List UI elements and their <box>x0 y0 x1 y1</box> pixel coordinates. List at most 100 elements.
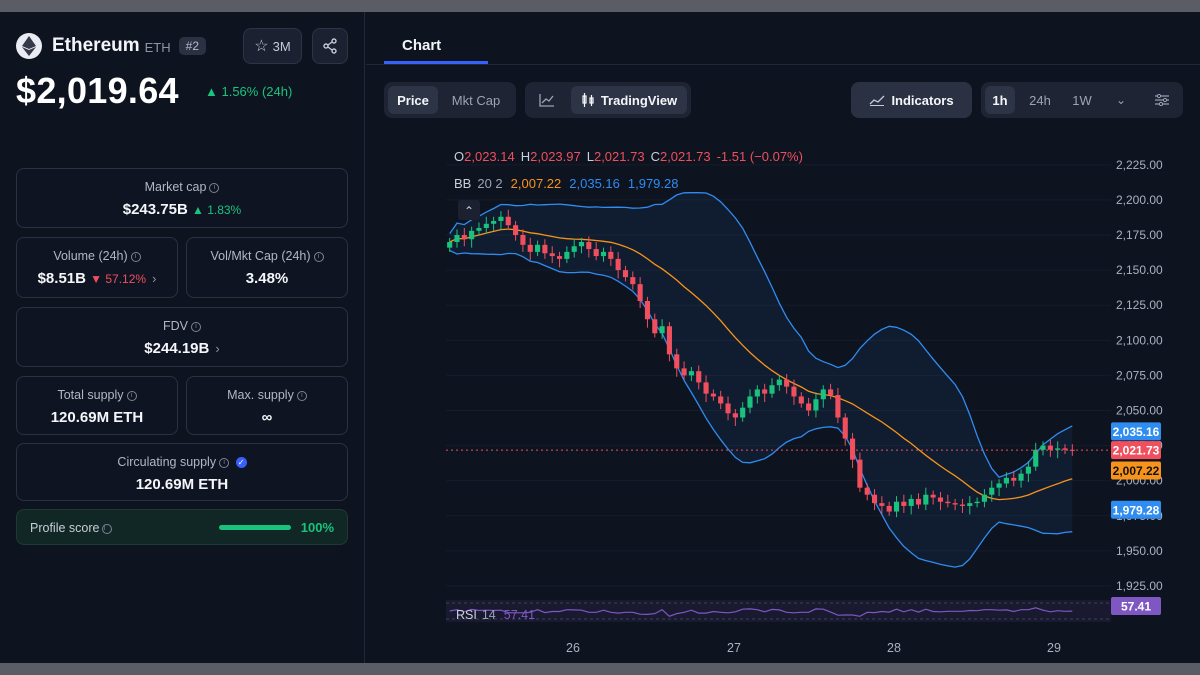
candle <box>879 496 885 515</box>
coin-sidebar: Ethereum ETH #2 ☆ 3M $2,019.64 ▲ 1.56% (… <box>0 12 365 663</box>
candle <box>696 365 702 390</box>
fdv-value: $244.19B <box>144 340 210 357</box>
coin-name: Ethereum <box>52 35 140 56</box>
watchlist-button[interactable]: ☆ 3M <box>243 28 302 64</box>
timeframe-dropdown[interactable]: ⌄ <box>1107 86 1135 114</box>
info-icon[interactable]: i <box>313 251 324 262</box>
timeframe-24h[interactable]: 24h <box>1029 92 1051 108</box>
info-icon[interactable]: i <box>219 457 230 468</box>
profile-score-label: Profile score <box>30 521 100 535</box>
volume-value-row: $8.51B ▼ 57.12% › <box>17 270 177 287</box>
bb-lower-value: 1,979.28 <box>628 176 679 191</box>
volume-card[interactable]: Volume (24h) i $8.51B ▼ 57.12% › <box>16 237 178 298</box>
line-chart-button[interactable] <box>529 86 565 114</box>
profile-score-row[interactable]: Profile score i 100% <box>16 509 348 545</box>
info-icon[interactable]: i <box>126 390 137 401</box>
candle <box>725 396 731 421</box>
y-tick-label: 2,200.00 <box>1116 193 1163 207</box>
market-cap-label: Market cap <box>144 180 207 194</box>
candle <box>989 480 995 502</box>
fdv-label-row: FDV i <box>17 319 347 333</box>
verified-icon: ✓ <box>235 457 247 469</box>
indicators-label: Indicators <box>891 92 954 108</box>
indicators-button[interactable]: Indicators <box>851 82 972 118</box>
candle <box>659 319 665 339</box>
candle <box>483 216 489 234</box>
candle <box>666 322 672 362</box>
volume-label: Volume (24h) <box>53 249 128 263</box>
line-chart-icon <box>539 94 554 107</box>
ohlc-close: 2,021.73 <box>660 149 711 164</box>
candle <box>945 494 951 508</box>
circulating-label-row: Circulating supply i ✓ <box>17 455 347 469</box>
fdv-card[interactable]: FDV i $244.19B › <box>16 307 348 367</box>
svg-text:1,979.28: 1,979.28 <box>1113 503 1160 517</box>
info-icon[interactable]: i <box>102 523 113 534</box>
chevron-right-icon: › <box>215 341 220 356</box>
tradingview-button[interactable]: TradingView <box>571 86 687 114</box>
candle <box>952 498 958 511</box>
share-button[interactable] <box>312 28 348 64</box>
sliders-icon <box>1155 94 1169 106</box>
candle <box>798 392 804 408</box>
bollinger-middle-line <box>449 228 1073 501</box>
candle <box>747 389 753 414</box>
info-icon[interactable]: i <box>296 390 307 401</box>
candle <box>915 493 922 509</box>
candle <box>754 385 760 404</box>
candle <box>791 379 797 405</box>
candle <box>732 409 738 426</box>
candle <box>535 240 541 257</box>
market-cap-label-row: Market cap i <box>17 180 347 194</box>
volume-value: $8.51B <box>37 270 86 287</box>
tab-chart[interactable]: Chart <box>402 37 442 54</box>
candle <box>762 383 768 403</box>
volume-change: ▼ 57.12% <box>90 272 147 286</box>
y-tick-label: 2,075.00 <box>1116 368 1163 382</box>
bollinger-band-fill <box>449 192 1073 568</box>
y-tick-label: 2,100.00 <box>1116 333 1163 347</box>
candle <box>622 265 629 282</box>
market-cap-card[interactable]: Market cap i $243.75B ▲ 1.83% <box>16 168 348 228</box>
y-tick-label: 2,175.00 <box>1116 228 1163 242</box>
vol-mcap-card: Vol/Mkt Cap (24h) i 3.48% <box>186 237 348 298</box>
candle <box>469 226 475 248</box>
tradingview-label: TradingView <box>600 92 678 108</box>
chart-settings-button[interactable] <box>1147 86 1177 114</box>
candle <box>871 489 878 511</box>
tab-divider <box>366 64 1200 65</box>
total-supply-label: Total supply <box>57 388 124 402</box>
info-icon[interactable]: i <box>191 321 201 332</box>
max-supply-label: Max. supply <box>227 388 294 402</box>
mktcap-tab[interactable]: Mkt Cap <box>451 92 501 108</box>
chevron-up-icon: ⌃ <box>464 204 474 218</box>
price-change-24h: ▲ 1.56% (24h) <box>205 84 293 99</box>
candle <box>513 220 519 241</box>
info-icon[interactable]: i <box>130 251 141 262</box>
market-cap-value-row: $243.75B ▲ 1.83% <box>17 201 347 218</box>
circulating-value: 120.69M ETH <box>135 476 229 493</box>
candle <box>1018 469 1024 488</box>
ohlc-legend: O2,023.14 H2,023.97 L2,021.73 C2,021.73 -1.5… <box>454 149 803 191</box>
bb-mid-price-tag: 2,007.22 <box>1111 461 1161 480</box>
info-icon[interactable]: i <box>209 182 220 193</box>
candle <box>644 296 651 328</box>
candle <box>886 501 892 516</box>
ohlc-open: 2,023.14 <box>464 149 515 164</box>
price-chart[interactable]: 2,225.00 2,200.00 2,175.00 2,150.00 2,125.00… <box>366 130 1200 660</box>
volume-label-row: Volume (24h) i <box>17 249 177 263</box>
app-window: Ethereum ETH #2 ☆ 3M $2,019.64 ▲ 1.56% (… <box>0 12 1200 663</box>
price-tab[interactable]: Price <box>388 86 438 114</box>
svg-text:2,021.73: 2,021.73 <box>1113 444 1160 458</box>
timeframe-1h[interactable]: 1h <box>985 86 1015 114</box>
candle <box>505 209 511 230</box>
collapse-legend-button[interactable]: ⌃ <box>458 200 480 220</box>
fdv-label: FDV <box>163 319 188 333</box>
coin-header: Ethereum ETH #2 <box>16 32 206 60</box>
candle <box>967 496 973 515</box>
candle <box>527 237 533 261</box>
timeframe-selector: 1h 24h 1W ⌄ <box>981 82 1183 118</box>
total-supply-card: Total supply i 120.69M ETH <box>16 376 178 435</box>
timeframe-1w[interactable]: 1W <box>1072 92 1092 108</box>
candle <box>681 361 687 380</box>
